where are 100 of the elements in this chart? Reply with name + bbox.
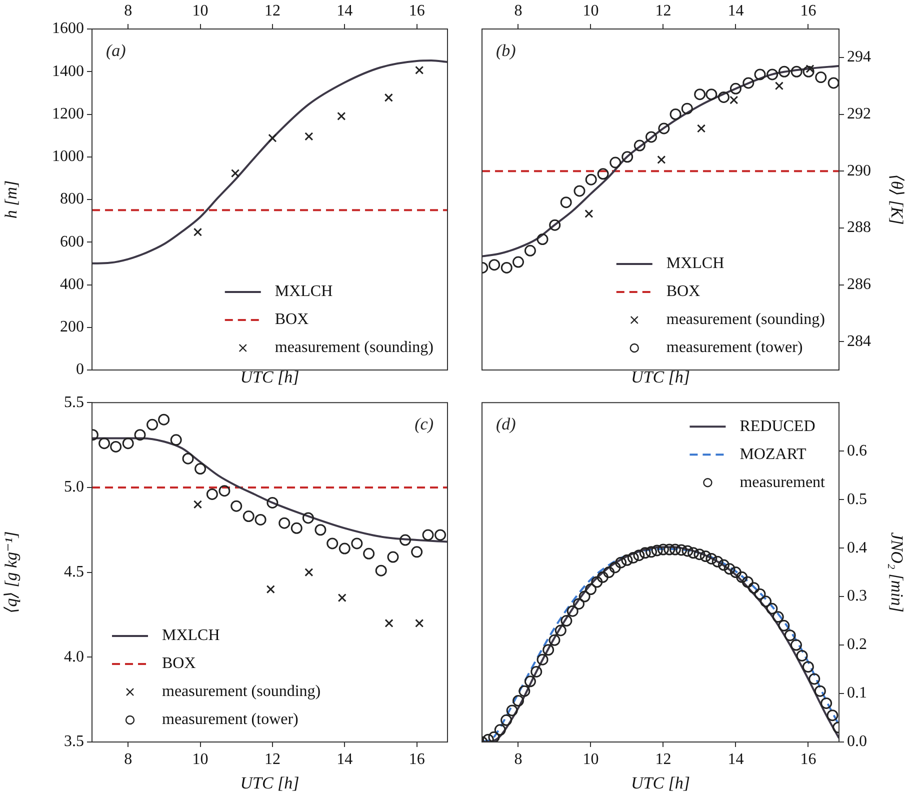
y2-tick-label: 0.3 bbox=[847, 588, 867, 605]
x-axis-title: UTC [h] bbox=[240, 367, 300, 386]
point bbox=[622, 151, 634, 163]
x-tick-label: 10 bbox=[582, 2, 599, 20]
x-tick-label: 14 bbox=[336, 750, 353, 768]
point bbox=[254, 514, 266, 526]
point bbox=[230, 169, 240, 178]
point bbox=[500, 714, 512, 726]
x-tick-label: 8 bbox=[514, 750, 522, 768]
point bbox=[682, 545, 694, 557]
point bbox=[548, 634, 560, 646]
point bbox=[351, 538, 363, 550]
y-tick-label: 0 bbox=[76, 361, 84, 378]
point bbox=[554, 624, 566, 636]
point bbox=[700, 550, 712, 562]
point bbox=[712, 556, 724, 568]
point bbox=[434, 529, 446, 541]
point bbox=[621, 554, 633, 566]
point bbox=[384, 618, 394, 628]
point bbox=[536, 234, 548, 246]
point bbox=[266, 584, 275, 594]
point bbox=[488, 731, 500, 742]
point bbox=[230, 500, 242, 512]
point bbox=[422, 529, 434, 541]
point bbox=[815, 72, 827, 84]
y-tick-label: 1000 bbox=[52, 148, 84, 166]
point bbox=[742, 576, 754, 588]
legend-label: BOX bbox=[274, 311, 310, 328]
point bbox=[193, 228, 202, 236]
point bbox=[278, 517, 290, 529]
point bbox=[488, 259, 500, 271]
point bbox=[826, 710, 838, 722]
point bbox=[760, 596, 772, 608]
point bbox=[603, 566, 615, 578]
point bbox=[314, 524, 326, 536]
legend-label: MOZART bbox=[740, 446, 807, 463]
legend-label: MXLCH bbox=[666, 255, 725, 272]
point bbox=[706, 552, 718, 564]
point bbox=[560, 196, 572, 208]
point bbox=[610, 156, 622, 168]
point bbox=[778, 66, 790, 78]
x-tick-label: 8 bbox=[124, 2, 132, 20]
x-tick-label: 10 bbox=[582, 750, 599, 768]
point bbox=[754, 588, 766, 600]
y2-tick-label: 284 bbox=[847, 332, 871, 350]
point bbox=[633, 550, 645, 562]
point bbox=[400, 534, 412, 546]
point bbox=[193, 500, 202, 509]
x-tick-label: 16 bbox=[408, 2, 425, 20]
point bbox=[206, 488, 218, 500]
point bbox=[627, 552, 639, 564]
point bbox=[651, 544, 663, 556]
x-tick-label: 12 bbox=[264, 2, 280, 20]
point bbox=[566, 605, 578, 617]
point bbox=[730, 566, 742, 578]
point bbox=[718, 559, 730, 571]
point bbox=[415, 618, 424, 628]
point bbox=[748, 582, 760, 594]
point bbox=[573, 598, 585, 610]
point bbox=[766, 602, 778, 614]
point bbox=[736, 571, 748, 583]
x-axis-title: UTC [h] bbox=[630, 367, 690, 386]
y-tick-label: 5.0 bbox=[64, 478, 84, 496]
point bbox=[664, 544, 676, 556]
point bbox=[754, 68, 766, 80]
y-tick-label: 4.5 bbox=[64, 564, 84, 581]
point bbox=[415, 66, 424, 74]
point bbox=[304, 568, 314, 577]
y-tick-label: 200 bbox=[60, 318, 84, 336]
y2-tick-label: 0.4 bbox=[847, 539, 867, 556]
point bbox=[363, 548, 375, 560]
x-tick-label: 12 bbox=[655, 2, 672, 20]
point bbox=[820, 697, 832, 709]
point bbox=[518, 685, 530, 697]
y2-tick-label: 286 bbox=[847, 276, 871, 293]
point bbox=[524, 244, 536, 256]
point bbox=[266, 496, 278, 508]
point bbox=[122, 438, 134, 450]
point bbox=[494, 724, 506, 736]
legend-label: measurement (tower) bbox=[666, 339, 803, 356]
x-tick-label: 8 bbox=[514, 2, 522, 20]
point bbox=[542, 644, 554, 656]
point bbox=[536, 654, 548, 666]
y2-tick-label: 292 bbox=[847, 105, 871, 122]
x-tick-label: 14 bbox=[728, 750, 744, 768]
x-tick-label: 16 bbox=[800, 2, 816, 20]
point bbox=[218, 485, 230, 497]
x-tick-label: 12 bbox=[655, 750, 672, 768]
point bbox=[585, 174, 597, 186]
point bbox=[110, 440, 122, 452]
point bbox=[584, 209, 594, 218]
point bbox=[615, 556, 627, 568]
point bbox=[742, 77, 754, 89]
x-axis-title: UTC [h] bbox=[240, 773, 300, 792]
legend-label: measurement bbox=[740, 474, 826, 491]
annotation: (a) bbox=[106, 40, 126, 60]
x-tick-label: 14 bbox=[336, 2, 353, 20]
point bbox=[634, 140, 646, 152]
point bbox=[730, 96, 738, 104]
y-tick-label: 3.5 bbox=[64, 733, 84, 750]
